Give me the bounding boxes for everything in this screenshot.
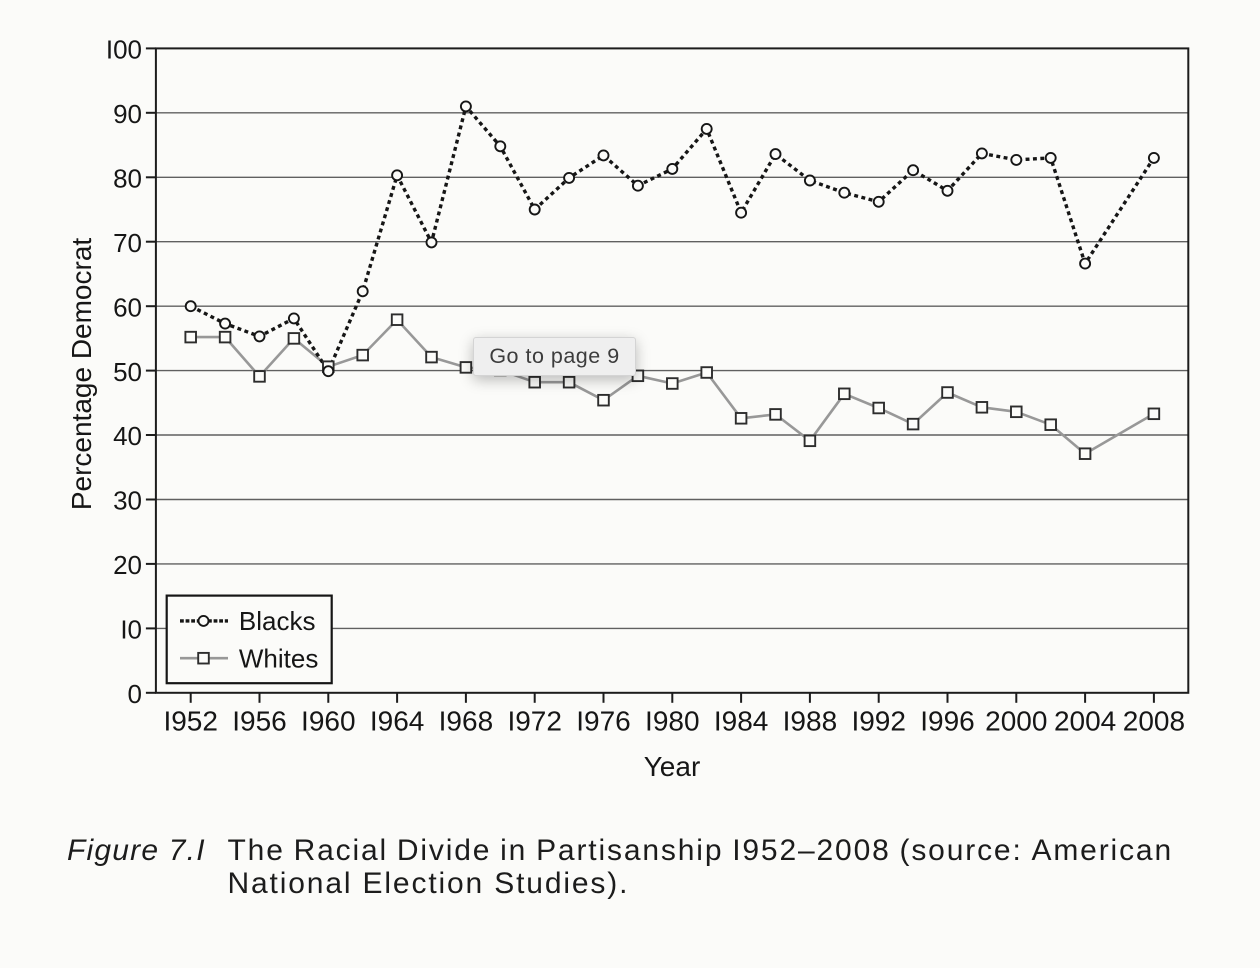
- svg-text:I984: I984: [714, 706, 769, 737]
- svg-text:I00: I00: [106, 35, 142, 65]
- svg-text:I988: I988: [783, 706, 838, 737]
- svg-text:I996: I996: [920, 706, 975, 737]
- svg-text:50: 50: [113, 357, 142, 387]
- svg-text:60: 60: [113, 292, 142, 322]
- svg-text:70: 70: [113, 228, 142, 258]
- svg-text:Percentage Democrat: Percentage Democrat: [66, 238, 97, 511]
- svg-text:I964: I964: [370, 706, 425, 737]
- svg-text:80: 80: [113, 164, 142, 194]
- svg-text:Year: Year: [644, 751, 701, 782]
- svg-text:2008: 2008: [1123, 706, 1185, 737]
- svg-text:90: 90: [113, 99, 142, 129]
- svg-text:I976: I976: [576, 706, 631, 737]
- svg-text:2000: 2000: [985, 706, 1047, 737]
- svg-text:30: 30: [113, 486, 142, 516]
- svg-text:I960: I960: [301, 706, 356, 737]
- svg-text:I972: I972: [507, 706, 562, 737]
- svg-text:I980: I980: [645, 706, 700, 737]
- svg-text:I956: I956: [232, 706, 287, 737]
- svg-text:40: 40: [113, 421, 142, 451]
- svg-text:20: 20: [113, 550, 142, 580]
- svg-text:2004: 2004: [1054, 706, 1116, 737]
- svg-text:I992: I992: [851, 706, 906, 737]
- svg-text:Whites: Whites: [239, 644, 318, 674]
- svg-text:Blacks: Blacks: [239, 606, 316, 636]
- svg-text:I952: I952: [163, 706, 218, 737]
- svg-text:I0: I0: [120, 615, 142, 645]
- svg-text:0: 0: [128, 679, 142, 709]
- svg-text:I968: I968: [439, 706, 494, 737]
